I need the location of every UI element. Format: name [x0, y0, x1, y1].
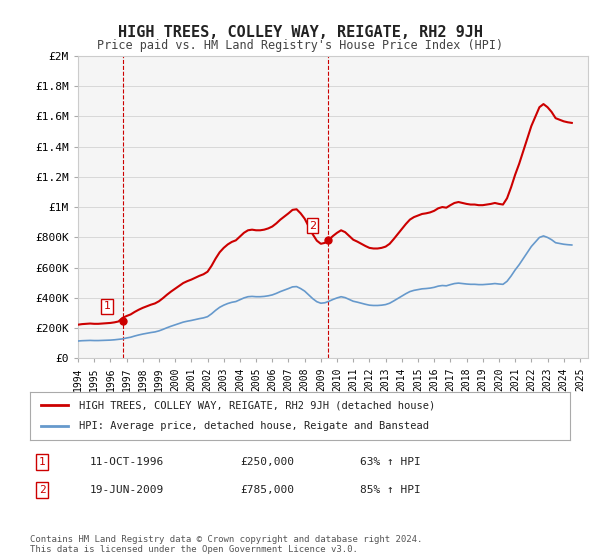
Text: 2: 2 — [38, 485, 46, 495]
Text: Contains HM Land Registry data © Crown copyright and database right 2024.
This d: Contains HM Land Registry data © Crown c… — [30, 535, 422, 554]
Text: 85% ↑ HPI: 85% ↑ HPI — [360, 485, 421, 495]
Text: 19-JUN-2009: 19-JUN-2009 — [90, 485, 164, 495]
Text: HIGH TREES, COLLEY WAY, REIGATE, RH2 9JH: HIGH TREES, COLLEY WAY, REIGATE, RH2 9JH — [118, 25, 482, 40]
Text: HIGH TREES, COLLEY WAY, REIGATE, RH2 9JH (detached house): HIGH TREES, COLLEY WAY, REIGATE, RH2 9JH… — [79, 400, 435, 410]
Text: HPI: Average price, detached house, Reigate and Banstead: HPI: Average price, detached house, Reig… — [79, 421, 428, 431]
Text: 2: 2 — [309, 221, 316, 231]
Text: 1: 1 — [38, 457, 46, 467]
Text: Price paid vs. HM Land Registry's House Price Index (HPI): Price paid vs. HM Land Registry's House … — [97, 39, 503, 52]
Text: 63% ↑ HPI: 63% ↑ HPI — [360, 457, 421, 467]
Text: £250,000: £250,000 — [240, 457, 294, 467]
Text: £785,000: £785,000 — [240, 485, 294, 495]
Text: 1: 1 — [104, 301, 110, 311]
Text: 11-OCT-1996: 11-OCT-1996 — [90, 457, 164, 467]
